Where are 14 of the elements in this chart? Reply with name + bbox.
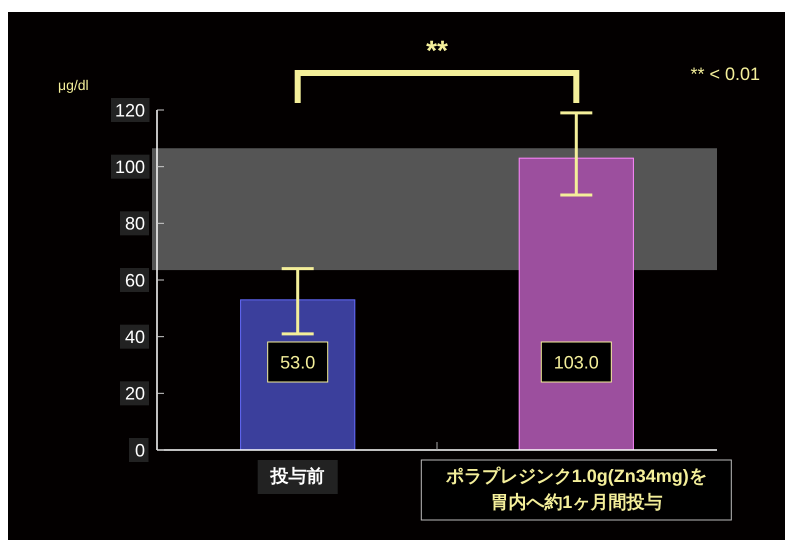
y-tick-label: 120 — [114, 100, 145, 120]
x-tick-label: ポラプレジンク1.0g(Zn34mg)を胃内へ約1ヶ月間投与 — [444, 466, 707, 512]
y-tick-label: 40 — [124, 326, 145, 347]
y-tick-label: 80 — [124, 214, 145, 234]
y-axis-title: μg/dl — [58, 77, 89, 93]
text: ** — [426, 35, 448, 66]
y-tick-label: 0 — [134, 440, 145, 460]
y-tick-label: 60 — [124, 270, 145, 290]
data-label: 53.0 — [280, 352, 316, 372]
y-tick-label: 20 — [124, 384, 145, 404]
y-tick-label: 100 — [114, 156, 145, 177]
data-label: 103.0 — [554, 352, 599, 372]
text: ** < 0.01 — [690, 64, 760, 84]
x-tick-label: 投与前 — [270, 466, 325, 486]
